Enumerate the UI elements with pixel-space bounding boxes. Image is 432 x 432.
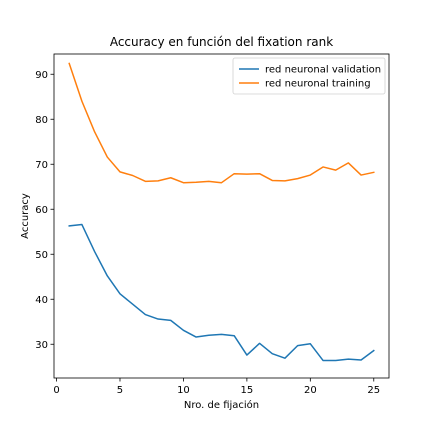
series-layer — [68, 62, 375, 362]
legend-box — [232, 57, 386, 95]
series-line-1 — [68, 62, 375, 184]
y-tick-label: 30 — [35, 340, 48, 351]
legend-label: red neuronal training — [265, 79, 371, 90]
x-tick-label: 25 — [367, 385, 380, 396]
y-tick-label: 50 — [35, 250, 48, 261]
legend-label: red neuronal validation — [265, 65, 381, 76]
x-tick-label: 20 — [304, 385, 317, 396]
y-tick-label: 90 — [35, 70, 48, 81]
y-tick-label: 70 — [35, 160, 48, 171]
x-tick-label: 0 — [53, 385, 59, 396]
series-line-0 — [68, 223, 375, 362]
legend: red neuronal validation red neuronal trai… — [232, 57, 386, 95]
y-axis-ticks: 30 40 50 60 70 80 90 — [35, 70, 54, 351]
y-tick-label: 40 — [35, 295, 48, 306]
x-tick-label: 5 — [117, 385, 123, 396]
plot-frame — [53, 53, 390, 379]
y-tick-label: 80 — [35, 115, 48, 126]
chart-title: Accuracy en función del fixation rank — [110, 35, 333, 49]
x-axis-ticks: 0 5 10 15 20 25 — [53, 378, 380, 396]
x-tick-label: 15 — [241, 385, 254, 396]
y-tick-label: 60 — [35, 205, 48, 216]
y-axis-label: Accuracy — [20, 193, 31, 239]
x-tick-label: 10 — [177, 385, 190, 396]
x-axis-label: Nro. de fijación — [184, 399, 259, 411]
